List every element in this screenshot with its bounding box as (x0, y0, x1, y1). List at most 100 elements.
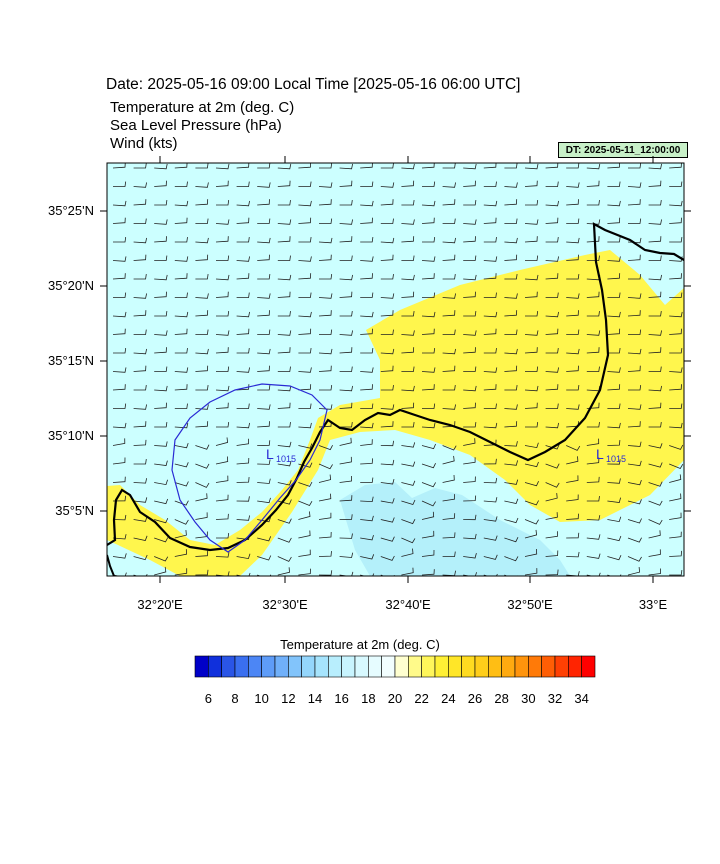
wind-barb (586, 553, 601, 559)
wind-barb (380, 440, 394, 447)
wind-barb (216, 422, 230, 428)
wind-barb (257, 254, 270, 261)
wind-barb (277, 236, 291, 243)
wind-barb (318, 310, 332, 317)
wind-barb (401, 163, 415, 170)
wind-barb (421, 569, 435, 576)
colorbar-box (448, 655, 462, 678)
isobar-1015 (171, 383, 328, 553)
wind-barb (236, 256, 250, 262)
latitude-axis: 35°25'N 35°20'N 35°15'N 35°10'N 35°5'N (48, 203, 691, 518)
wind-barb (380, 517, 395, 523)
wind-barb (607, 422, 621, 429)
wind-barb (112, 476, 126, 483)
wind-barb (401, 402, 415, 409)
wind-barb (277, 330, 292, 336)
wind-barb (195, 550, 209, 557)
wind-barb (669, 217, 682, 224)
wind-barb (421, 549, 435, 557)
wind-barb (607, 237, 621, 243)
wind-barb (380, 404, 395, 410)
wind-barb (277, 518, 292, 524)
wind-barb (174, 200, 189, 207)
wind-barb (277, 274, 292, 281)
wind-barb (154, 291, 167, 298)
wind-barb (524, 529, 538, 539)
wind-barb (215, 163, 230, 170)
wind-barb (318, 512, 332, 520)
wind-barb (298, 443, 313, 449)
wind-barb (483, 458, 497, 465)
colorbar-box (208, 655, 222, 678)
wind-barb (380, 182, 395, 188)
wind-barb (215, 219, 230, 225)
wind-barb (339, 456, 352, 465)
wind-barb (586, 496, 600, 502)
wind-barb (216, 200, 230, 206)
wind-barb (483, 367, 498, 373)
wind-barb (298, 422, 312, 429)
wind-barb (669, 292, 683, 298)
colorbar-box (341, 655, 356, 678)
wind-barb (380, 365, 394, 372)
wind-barb (154, 274, 168, 281)
wind-barb (421, 422, 436, 429)
wind-barb (607, 273, 621, 280)
wind-barb (174, 422, 189, 429)
wind-barb (648, 443, 663, 449)
wind-barb (112, 514, 127, 521)
wind-barb (236, 273, 250, 280)
wind-barb (648, 481, 663, 487)
wind-barb (586, 534, 601, 540)
wind-barb (524, 385, 539, 392)
wind-barb (339, 219, 353, 225)
wind-barb (298, 530, 311, 539)
wind-barb (319, 274, 333, 280)
wind-barb (669, 512, 682, 520)
wind-barb (257, 536, 272, 542)
wind-barb (545, 422, 559, 429)
wind-barb (524, 347, 538, 354)
colorbar-tick-label: 24 (441, 691, 455, 706)
wind-barb (401, 442, 416, 448)
wind-barb (607, 459, 621, 465)
wind-barb (154, 460, 168, 466)
wind-barb (421, 200, 436, 207)
wind-barb (627, 404, 642, 410)
map-date-title: Date: 2025-05-16 09:00 Local Time [2025-… (106, 76, 521, 93)
wind-barb (421, 217, 435, 224)
wind-barb (648, 236, 662, 243)
wind-barb (195, 385, 209, 391)
wind-barb (360, 328, 373, 335)
wind-barb (545, 444, 560, 450)
colorbar-box (528, 655, 542, 678)
wind-barb (545, 181, 559, 187)
wind-barb (236, 328, 250, 335)
wind-barb (504, 460, 518, 466)
wind-barb (318, 254, 332, 261)
wind-barb (380, 348, 395, 355)
wind-barb (236, 384, 250, 391)
wind-barb (236, 457, 250, 465)
wind-barb (112, 328, 126, 335)
wind-barb (401, 200, 415, 206)
wind-barb (154, 255, 168, 261)
wind-barb (133, 274, 147, 280)
wind-barb (545, 256, 559, 262)
wind-barb (669, 474, 682, 483)
wind-barb (669, 422, 683, 429)
wind-barb (133, 535, 148, 541)
wind-barb (154, 180, 167, 187)
wind-barb (504, 365, 518, 372)
wind-barb (545, 482, 560, 488)
wind-barb (504, 310, 518, 317)
wind-barb (257, 237, 271, 244)
wind-barb (463, 291, 476, 298)
wind-barb (380, 199, 394, 206)
wind-barb (380, 293, 395, 299)
wind-barb (401, 274, 415, 281)
wind-barb (195, 348, 209, 355)
wind-barb (318, 570, 333, 576)
wind-barb (483, 273, 497, 280)
wind-barb (545, 463, 560, 469)
